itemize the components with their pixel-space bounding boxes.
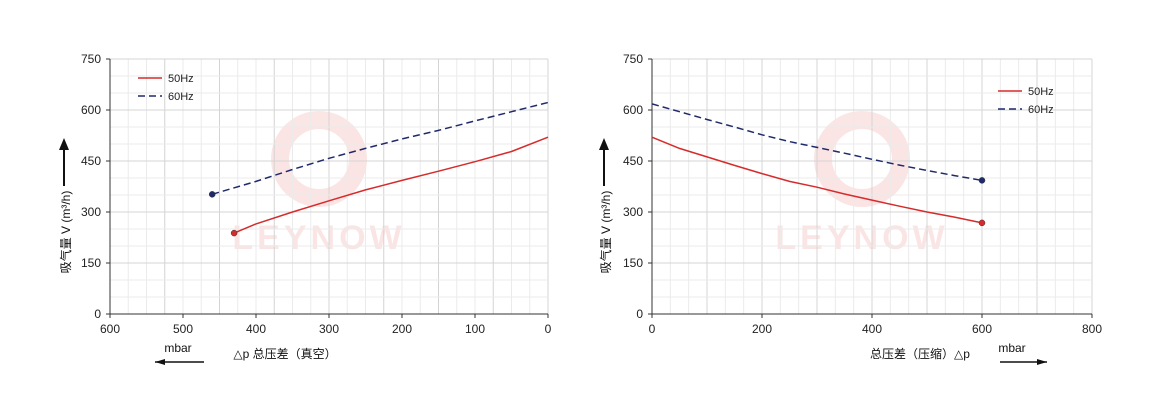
x-unit-label: mbar	[164, 341, 191, 355]
series-endpoint-60hz	[208, 191, 216, 198]
y-axis-label: 吸气量 V (m³/h)	[598, 191, 613, 274]
series-line-50hz	[233, 136, 549, 234]
series-line-50hz	[651, 136, 983, 224]
legend-label-60hz: 60Hz	[168, 91, 194, 103]
watermark-emblem	[271, 111, 367, 207]
x-axis-label: 总压差（压缩）△p	[870, 346, 970, 361]
y-axis-label: 吸气量 V (m³/h)	[58, 191, 73, 274]
x-direction-arrowhead	[155, 359, 165, 365]
series-endpoint-50hz	[230, 229, 238, 237]
x-axis-label: △p 总压差（真空）	[233, 347, 336, 361]
chart-compression: LEYNOW 0 200 400 600 800 0 150 300 450 600 750 吸气量 V…	[598, 52, 1102, 365]
series-endpoint-60hz	[978, 177, 986, 184]
y-tick-label: 750	[81, 52, 101, 66]
x-tick-label: 500	[173, 322, 193, 336]
y-axis-arrowhead	[599, 138, 609, 150]
x-direction-arrowhead	[1037, 359, 1047, 365]
y-tick-label: 0	[94, 307, 101, 321]
x-unit-label: mbar	[998, 341, 1025, 355]
y-tick-label: 0	[636, 307, 643, 321]
x-tick-label: 400	[246, 322, 266, 336]
x-tick-label: 300	[319, 322, 339, 336]
x-tick-label: 600	[100, 322, 120, 336]
y-tick-label: 600	[623, 103, 643, 117]
y-tick-label: 150	[81, 256, 101, 270]
legend-label-60hz: 60Hz	[1028, 104, 1054, 116]
y-tick-label: 600	[81, 103, 101, 117]
x-tick-label: 100	[465, 322, 485, 336]
x-tick-label: 600	[972, 322, 992, 336]
x-tick-label: 200	[392, 322, 412, 336]
x-tick-label: 0	[545, 322, 552, 336]
y-tick-label: 300	[81, 205, 101, 219]
chart-vacuum: LEYNOW 600 500 400 300 200 100 0 0 150 300 450 600 75…	[58, 52, 552, 365]
legend-label-50hz: 50Hz	[168, 73, 194, 85]
y-tick-label: 300	[623, 205, 643, 219]
x-tick-label: 200	[752, 322, 772, 336]
y-tick-label: 150	[623, 256, 643, 270]
legend-label-50hz: 50Hz	[1028, 86, 1054, 98]
watermark-text: LEYNOW	[775, 219, 948, 257]
watermark-logo: LEYNOW	[232, 111, 405, 257]
x-tick-label: 400	[862, 322, 882, 336]
y-tick-label: 750	[623, 52, 643, 66]
series-line-60hz	[211, 101, 549, 196]
x-tick-label: 800	[1082, 322, 1102, 336]
watermark-text: LEYNOW	[232, 219, 405, 257]
series-line-60hz	[651, 103, 983, 182]
y-axis-arrowhead	[59, 138, 69, 150]
watermark-emblem-inner	[289, 129, 349, 189]
watermark-emblem-inner	[832, 129, 892, 189]
series-endpoint-50hz	[978, 219, 986, 227]
y-tick-label: 450	[623, 154, 643, 168]
x-tick-label: 0	[649, 322, 656, 336]
watermark-emblem	[814, 111, 910, 207]
y-tick-label: 450	[81, 154, 101, 168]
